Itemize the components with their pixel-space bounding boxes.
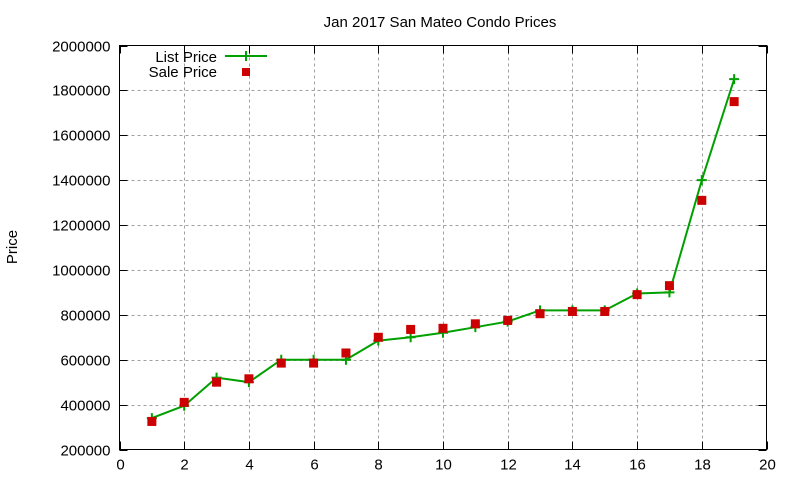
y-axis-ticks: 200000 400000 600000 800000 1000000 1200000 14…: [52, 39, 110, 460]
y-tick-label: 1400000: [52, 173, 110, 190]
y-tick-label: 600000: [60, 353, 110, 370]
x-tick-label: 10: [435, 457, 452, 474]
x-tick-label: 20: [759, 457, 776, 474]
y-tick-label: 400000: [60, 398, 110, 415]
legend-square-icon: [242, 68, 250, 76]
x-tick-label: 4: [245, 457, 253, 474]
y-tick-label: 1200000: [52, 218, 110, 235]
legend-label-sale-price: Sale Price: [149, 64, 217, 81]
x-tick-label: 18: [694, 457, 711, 474]
axes: [119, 45, 768, 451]
x-tick-label: 8: [374, 457, 382, 474]
series-sale-price: [147, 97, 739, 426]
x-tick-label: 6: [310, 457, 318, 474]
y-axis-label: Price: [4, 230, 21, 264]
data-series: [146, 74, 740, 426]
legend: List Price Sale Price: [149, 49, 267, 81]
x-tick-label: 14: [564, 457, 581, 474]
legend-label-list-price: List Price: [155, 49, 217, 66]
y-tick-label: 2000000: [52, 39, 110, 56]
y-tick-label: 1800000: [52, 83, 110, 100]
y-tick-label: 1000000: [52, 263, 110, 280]
legend-line-plus-icon: [225, 51, 267, 61]
y-tick-label: 800000: [60, 308, 110, 325]
y-tick-label: 1600000: [52, 128, 110, 145]
chart-title: Jan 2017 San Mateo Condo Prices: [324, 14, 557, 31]
x-tick-label: 0: [116, 457, 124, 474]
y-tick-label: 200000: [60, 443, 110, 460]
x-tick-label: 2: [180, 457, 188, 474]
grid-lines: [119, 45, 767, 450]
x-tick-label: 12: [500, 457, 517, 474]
x-tick-label: 16: [629, 457, 646, 474]
x-axis-ticks: 0 2 4 6 8 10 12 14 16 18 20: [116, 457, 776, 474]
